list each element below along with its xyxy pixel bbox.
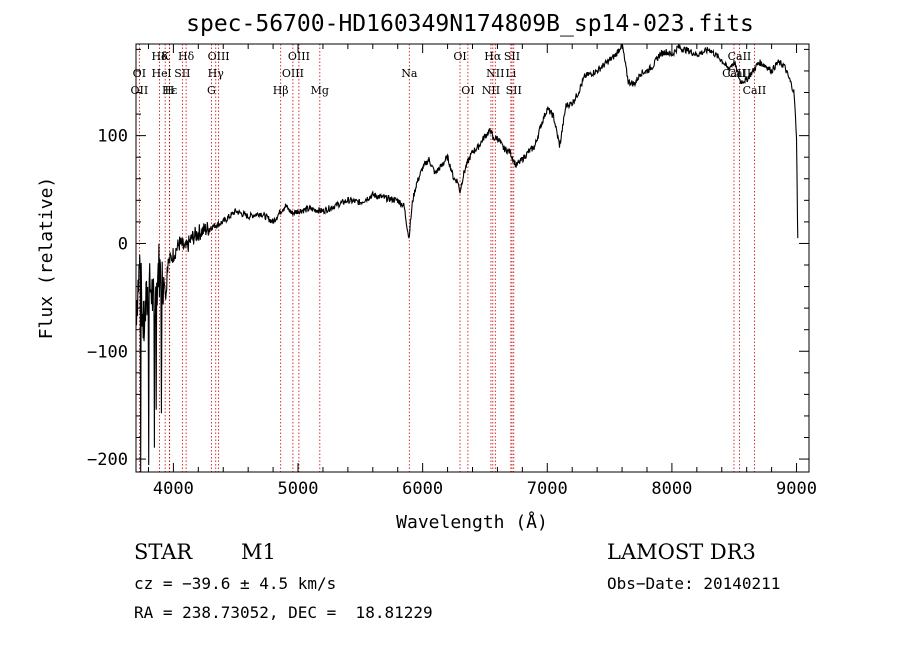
- spectrum-series-line: [135, 43, 799, 473]
- spectral-line-label: OII: [131, 84, 149, 97]
- y-axis-label: Flux (relative): [36, 177, 57, 340]
- x-tick-label: 4000: [153, 479, 194, 499]
- plot-frame: [135, 43, 810, 473]
- spectral-line-label: OI: [133, 67, 146, 80]
- spectral-line-label: OI: [461, 84, 474, 97]
- spectral-line-label: Hγ: [208, 67, 225, 80]
- spectral-line-label: Hε: [162, 84, 178, 97]
- x-tick-label: 8000: [651, 479, 692, 499]
- spectrum-plot: spec-56700-HD160349N174809B_sp14-023.fit…: [36, 11, 817, 533]
- spectral-line-label: OIII: [288, 50, 310, 63]
- spectral-line-label: OIII: [208, 50, 230, 63]
- spectral-line-label: H: [165, 84, 175, 97]
- spectral-line-label: OI: [453, 50, 466, 63]
- chart-title: spec-56700-HD160349N174809B_sp14-023.fit…: [186, 11, 754, 37]
- object-class: STAR: [134, 540, 193, 564]
- axis-ticks: 4000 5000 6000 7000 8000 9000 −200 −100 0 100: [87, 44, 817, 499]
- spectral-line-label: SII: [506, 84, 522, 97]
- spectral-line-label: CaII: [743, 84, 767, 97]
- spectral-line-label: Hβ: [273, 84, 289, 97]
- spectral-line-label: He: [152, 67, 168, 80]
- spectral-line-label: SII: [174, 67, 190, 80]
- spectral-line-label: Hα: [484, 50, 502, 63]
- spectral-line-label: CaII: [728, 50, 752, 63]
- spectral-line-label: SII: [504, 50, 520, 63]
- y-tick-label: −200: [87, 450, 128, 470]
- object-subclass: M1: [241, 540, 276, 564]
- spectral-line-label: CaII: [722, 67, 746, 80]
- y-tick-label: 0: [118, 234, 128, 254]
- spectral-line-label: I: [167, 67, 171, 80]
- spectral-line-label: Hδ: [178, 50, 195, 63]
- x-tick-label: 9000: [776, 479, 817, 499]
- spectral-line-label: G: [207, 84, 216, 97]
- coordinates: RA = 238.73052, DEC = 18.81229: [134, 603, 433, 622]
- spectral-line-label: NII: [482, 84, 500, 97]
- spectral-line-label: Mg: [311, 84, 329, 97]
- spectral-line-label: Li: [505, 67, 516, 80]
- x-tick-label: 7000: [527, 479, 568, 499]
- observation-date: Obs−Date: 20140211: [607, 574, 781, 593]
- spectral-line-label: NII: [486, 67, 504, 80]
- spectral-line-label: CaII: [728, 67, 752, 80]
- y-tick-label: 100: [97, 127, 128, 147]
- x-tick-label: 5000: [278, 479, 319, 499]
- spectral-line-label: Na: [401, 67, 418, 80]
- spectral-line-label: K: [161, 50, 170, 63]
- survey-release: LAMOST DR3: [607, 540, 756, 564]
- spectral-line-label: Hδ: [151, 50, 168, 63]
- x-tick-label: 6000: [402, 479, 443, 499]
- radial-velocity: cz = −39.6 ± 4.5 km/s: [134, 574, 337, 593]
- spectral-line-markers: [138, 44, 755, 472]
- spectral-line-label: OIII: [282, 67, 304, 80]
- x-axis-label: Wavelength (Å): [396, 511, 548, 533]
- y-tick-label: −100: [87, 342, 128, 362]
